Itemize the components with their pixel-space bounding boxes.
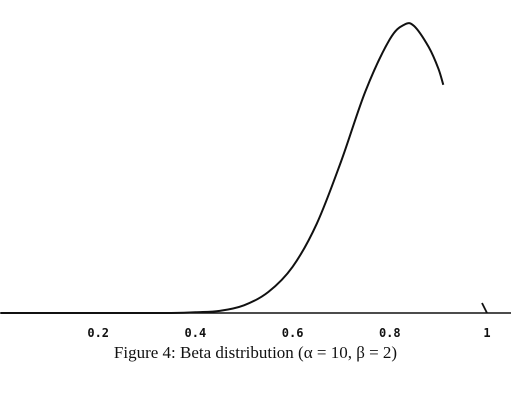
x-tick-label: 0.8: [379, 326, 401, 340]
x-tick-label: 0.6: [282, 326, 304, 340]
chart-svg: 0.2 0.4 0.6 0.8 1: [0, 22, 511, 340]
x-ticks: 0.2 0.4 0.6 0.8 1: [87, 326, 490, 340]
figure-caption: Figure 4: Beta distribution (α = 10, β =…: [113, 343, 398, 362]
stray-mark-at-1: [481, 302, 488, 314]
x-tick-label: 0.4: [185, 326, 207, 340]
beta-density-curve: [1, 22, 445, 315]
x-tick-label: 0.2: [87, 326, 109, 340]
x-tick-label: 1: [483, 326, 490, 340]
